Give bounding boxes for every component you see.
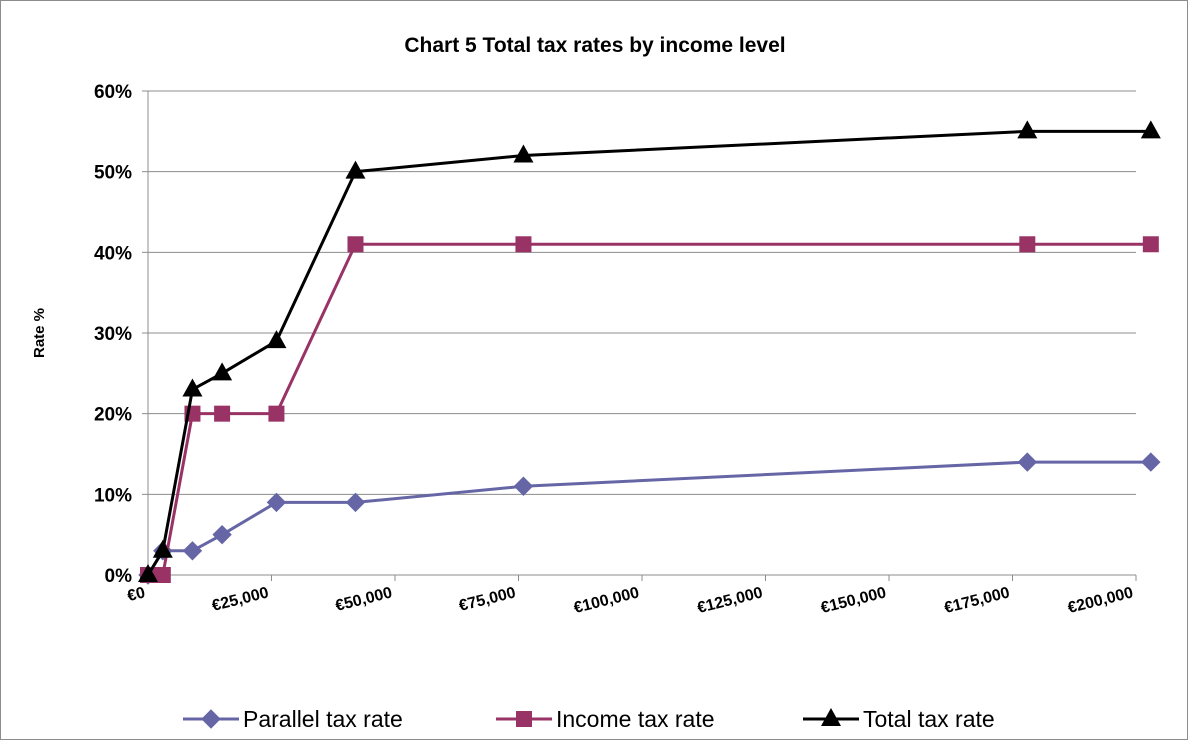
data-point (266, 492, 287, 513)
data-point (1142, 236, 1159, 253)
x-tick-label: €100,000 (572, 584, 641, 617)
x-tick-label: €75,000 (457, 584, 517, 615)
data-point (513, 476, 534, 496)
legend-marker (201, 709, 221, 729)
y-tick-label: 30% (94, 324, 132, 345)
x-tick-label: €50,000 (334, 584, 394, 615)
series-triangle (138, 120, 1161, 582)
data-point (182, 541, 203, 561)
x-tick-label: €0 (126, 584, 147, 605)
data-point (345, 160, 366, 179)
data-point (154, 567, 171, 583)
x-tick-labels: €0 €25,000 €50,000 €75,000 €100,000 €125,000 €… (126, 584, 1135, 617)
legend-label: Parallel tax rate (243, 706, 403, 732)
legend-label: Total tax rate (863, 706, 995, 732)
data-point (1019, 236, 1036, 253)
data-point (212, 362, 233, 381)
legend-marker (821, 708, 841, 726)
y-tick-label: 40% (94, 243, 132, 264)
y-tick-label: 10% (94, 485, 132, 506)
series-line (146, 129, 1151, 576)
y-tick-label: 0% (105, 566, 133, 587)
y-tick-label: 20% (94, 405, 132, 426)
x-tick-label: €125,000 (696, 584, 765, 617)
data-point (212, 524, 232, 545)
data-point (152, 539, 173, 558)
axes (142, 90, 1137, 581)
x-tick-label: €175,000 (943, 584, 1012, 617)
data-point (345, 492, 366, 513)
data-point (214, 405, 231, 422)
series-square (140, 236, 1159, 583)
y-tick-label: 50% (94, 163, 132, 184)
y-tick-labels: 0% 10% 20% 30% 40% 50% 60% (94, 82, 132, 587)
y-axis-label: Rate % (31, 308, 48, 358)
data-point (1140, 120, 1161, 139)
data-point (138, 564, 158, 582)
gridlines (148, 90, 1136, 495)
legend-item: Parallel tax rate (183, 706, 403, 732)
legend-label: Income tax rate (556, 706, 715, 732)
data-point (268, 405, 285, 422)
x-tick-label: €200,000 (1066, 584, 1135, 617)
chart-title: Chart 5 Total tax rates by income level (404, 34, 785, 57)
series-diamond (138, 452, 1161, 585)
data-point (347, 236, 364, 253)
legend: Parallel tax rate Income tax rate Total ta… (183, 706, 995, 732)
data-point (515, 236, 532, 253)
data-point (1017, 452, 1038, 472)
data-point (266, 330, 287, 349)
legend-item: Income tax rate (496, 706, 715, 732)
x-tick-label: €25,000 (210, 584, 270, 615)
x-tick-label: €150,000 (819, 584, 888, 617)
plot-series (138, 120, 1161, 585)
legend-item: Total tax rate (803, 706, 995, 732)
data-point (513, 144, 534, 163)
series-line (146, 460, 1151, 576)
data-point (1017, 120, 1038, 139)
data-point (182, 378, 203, 397)
y-tick-label: 60% (94, 82, 132, 103)
data-point (1141, 452, 1161, 472)
legend-marker (516, 711, 532, 727)
